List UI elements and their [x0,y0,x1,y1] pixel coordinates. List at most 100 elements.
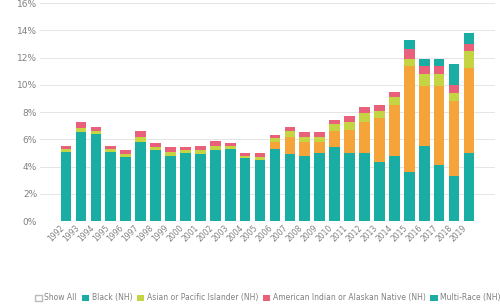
Bar [330,120,340,124]
Bar [434,165,444,221]
Bar [419,74,430,86]
Bar [464,44,474,51]
Bar [404,40,414,49]
Bar [448,176,460,221]
Bar [210,150,220,221]
Bar [330,131,340,147]
Bar [195,146,205,150]
Bar [434,74,444,86]
Bar [270,138,280,142]
Bar [254,157,266,160]
Bar [284,137,296,154]
Bar [90,131,102,134]
Bar [225,143,235,146]
Bar [254,153,266,157]
Bar [344,130,355,153]
Bar [404,59,414,66]
Legend: Show All, Black (NH), Asian or Pacific Islander (NH), American Indian or Alaskan: Show All, Black (NH), Asian or Pacific I… [32,290,500,305]
Bar [404,172,414,221]
Bar [60,152,72,221]
Bar [464,153,474,221]
Bar [225,149,235,221]
Bar [359,107,370,113]
Bar [284,154,296,221]
Bar [374,118,385,162]
Bar [314,142,325,153]
Bar [448,101,460,176]
Bar [464,33,474,44]
Bar [389,105,400,156]
Bar [76,133,86,221]
Bar [60,149,72,152]
Bar [434,66,444,74]
Bar [150,147,161,150]
Bar [240,153,250,156]
Bar [270,142,280,149]
Bar [106,146,116,149]
Bar [419,86,430,146]
Bar [464,68,474,153]
Bar [389,91,400,97]
Bar [284,131,296,137]
Bar [150,150,161,221]
Bar [60,146,72,149]
Bar [419,66,430,74]
Bar [120,157,131,221]
Bar [389,156,400,221]
Bar [344,122,355,130]
Bar [240,156,250,158]
Bar [300,156,310,221]
Bar [136,142,146,221]
Bar [76,122,86,128]
Bar [90,134,102,221]
Bar [314,137,325,142]
Bar [225,146,235,149]
Bar [419,59,430,66]
Bar [120,150,131,154]
Bar [300,133,310,137]
Bar [434,86,444,165]
Bar [195,154,205,221]
Bar [464,51,474,68]
Bar [120,154,131,157]
Bar [240,158,250,221]
Bar [448,64,460,85]
Bar [448,85,460,93]
Bar [136,137,146,142]
Bar [300,137,310,142]
Bar [195,150,205,154]
Bar [270,149,280,221]
Bar [106,149,116,152]
Bar [180,150,191,153]
Bar [434,59,444,66]
Bar [314,133,325,137]
Bar [314,153,325,221]
Bar [284,127,296,131]
Bar [359,153,370,221]
Bar [180,147,191,150]
Bar [76,128,86,133]
Bar [374,111,385,118]
Bar [448,93,460,101]
Bar [374,105,385,111]
Bar [374,162,385,221]
Bar [419,146,430,221]
Bar [165,156,176,221]
Bar [330,124,340,131]
Bar [210,141,220,146]
Bar [254,160,266,221]
Bar [180,153,191,221]
Bar [344,153,355,221]
Bar [270,135,280,138]
Bar [165,147,176,152]
Bar [359,113,370,122]
Bar [389,97,400,105]
Bar [136,131,146,137]
Bar [404,66,414,172]
Bar [359,122,370,153]
Bar [404,49,414,59]
Bar [300,142,310,156]
Bar [106,152,116,221]
Bar [330,147,340,221]
Bar [210,146,220,150]
